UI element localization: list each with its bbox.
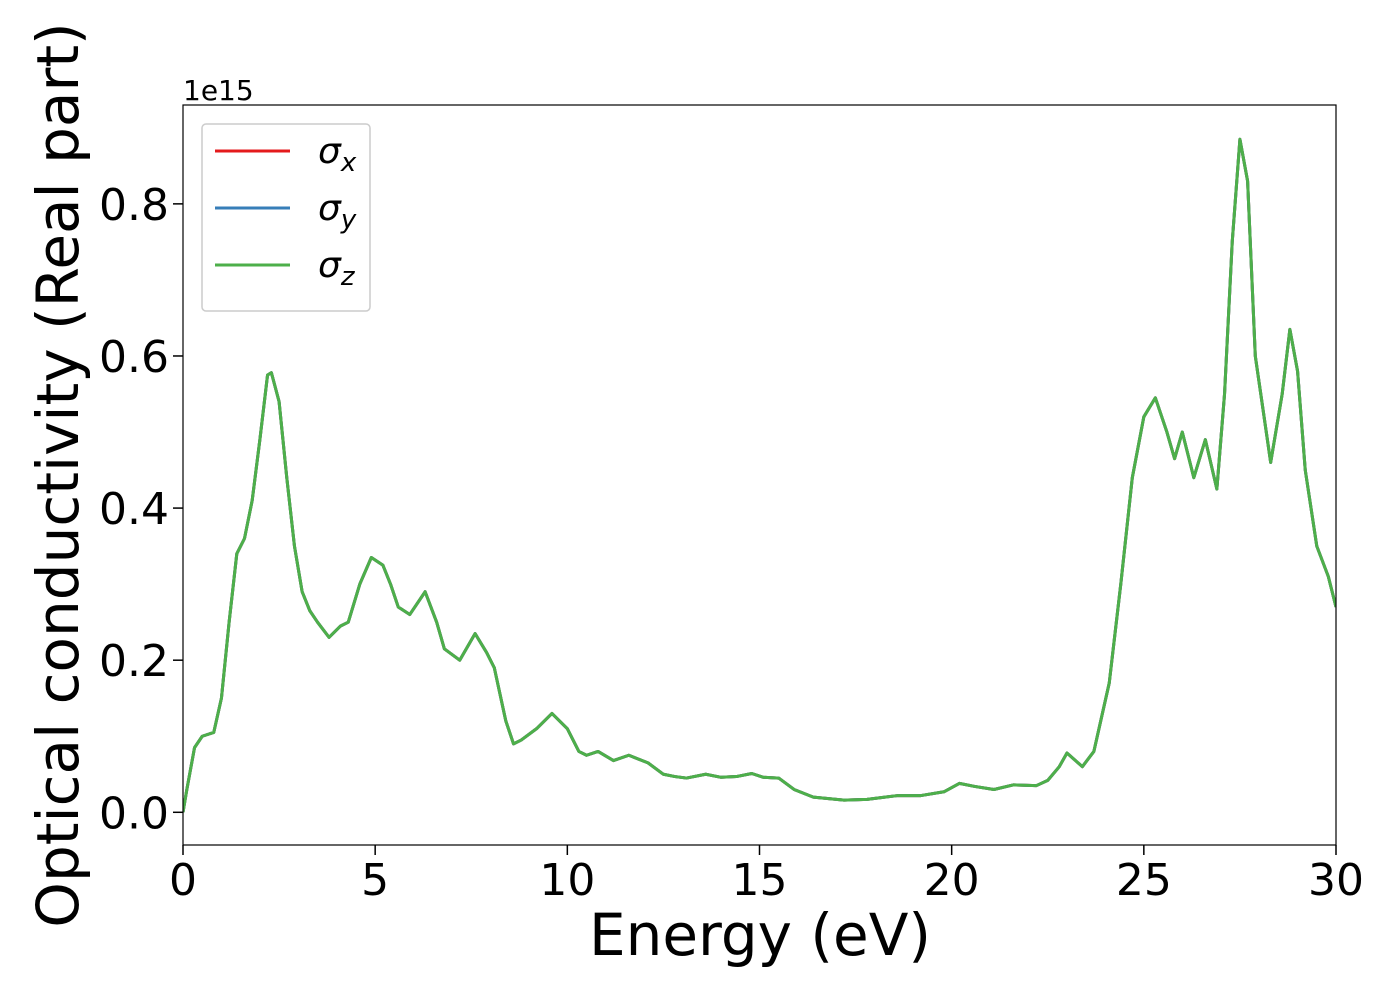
y-tick-label: 0.8: [99, 180, 169, 231]
x-axis-label: Energy (eV): [589, 901, 931, 969]
y-tick-label: 0.6: [99, 332, 169, 383]
x-tick-label: 30: [1308, 855, 1364, 906]
y-axis-label: Optical conductivity (Real part): [24, 22, 92, 927]
x-tick-label: 20: [924, 855, 980, 906]
plot-frame: [182, 104, 1337, 846]
x-tick-label: 25: [1116, 855, 1172, 906]
x-tick-label: 5: [361, 855, 389, 906]
x-tick-label: 15: [732, 855, 788, 906]
offset-text: 1e15: [183, 74, 254, 107]
series-line: [183, 137, 1336, 813]
plot-lines: [183, 137, 1336, 813]
y-tick-label: 0.2: [99, 636, 169, 687]
legend-label: σx: [318, 131, 357, 178]
y-tick-label: 0.0: [99, 788, 169, 839]
legend-label: σy: [318, 188, 357, 235]
legend-label: σz: [318, 245, 356, 292]
y-tick-label: 0.4: [99, 484, 169, 535]
x-tick-label: 10: [539, 855, 595, 906]
x-tick-label: 0: [169, 855, 197, 906]
